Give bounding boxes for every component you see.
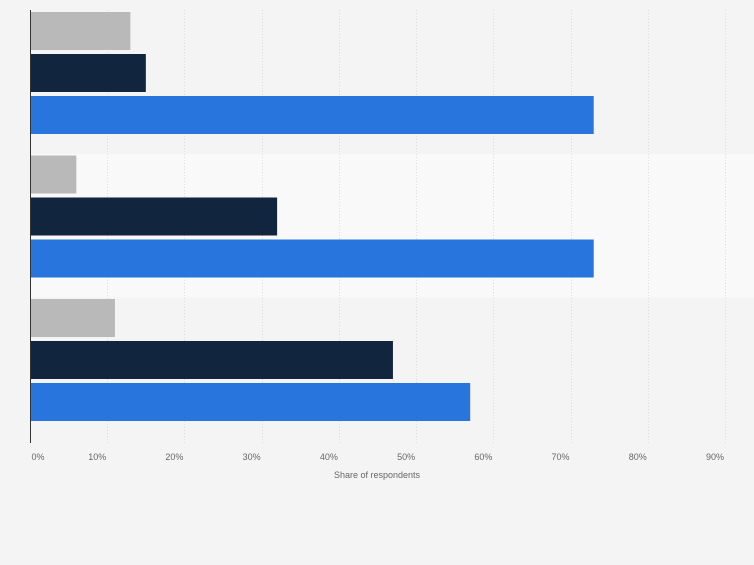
x-tick-label: 90% xyxy=(706,452,724,462)
bar xyxy=(30,383,471,421)
x-tick-label: 0% xyxy=(31,452,44,462)
bar xyxy=(30,239,594,278)
x-axis-label: Share of respondents xyxy=(334,470,421,480)
x-tick-label: 50% xyxy=(397,452,415,462)
x-tick-labels: 0% 10% 20% 30% 40% 50% 60% 70% 80% 90% xyxy=(31,452,724,462)
bar xyxy=(30,12,131,50)
bars xyxy=(30,12,594,421)
bar xyxy=(30,155,77,194)
x-tick-label: 40% xyxy=(320,452,338,462)
bar xyxy=(30,96,594,134)
x-tick-label: 20% xyxy=(165,452,183,462)
bar xyxy=(30,299,115,337)
x-tick-label: 60% xyxy=(474,452,492,462)
bar xyxy=(30,197,278,236)
x-tick-label: 10% xyxy=(88,452,106,462)
bar xyxy=(30,341,393,379)
x-tick-label: 80% xyxy=(629,452,647,462)
x-tick-label: 30% xyxy=(243,452,261,462)
bar xyxy=(30,54,146,92)
x-tick-label: 70% xyxy=(552,452,570,462)
